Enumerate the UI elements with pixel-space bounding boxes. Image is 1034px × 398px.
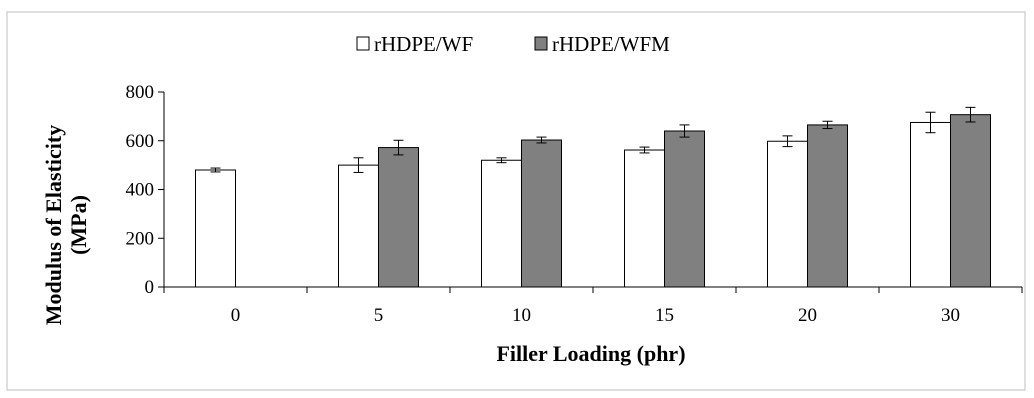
- legend-label-rhdpe-wfm: rHDPE/WFM: [552, 32, 670, 56]
- chart-border: [6, 11, 1026, 391]
- bar-rhdpe-wf: [624, 149, 665, 288]
- bar-rhdpe-wf: [767, 140, 808, 288]
- x-tick-label: 0: [231, 305, 241, 326]
- x-tick-label: 15: [655, 305, 674, 326]
- x-tick-label: 10: [512, 305, 531, 326]
- y-axis-title-line-1: Modulus of Elasticity: [41, 125, 66, 325]
- legend-swatch-rhdpe-wf: [356, 36, 370, 51]
- x-tick-label: 20: [798, 305, 817, 326]
- y-tick-label: 800: [126, 82, 155, 103]
- bar-rhdpe-wf: [338, 164, 379, 288]
- x-tick-label: 30: [941, 305, 960, 326]
- bar-rhdpe-wf: [910, 121, 951, 288]
- bar-rhdpe-wfm: [378, 147, 419, 288]
- y-tick-label: 200: [126, 228, 155, 249]
- plot-area: 0 200 400 600 800 0 5 10 15 20 30: [126, 82, 1023, 326]
- bar-rhdpe-wfm: [807, 124, 848, 288]
- y-axis-title-line-2: (MPa): [66, 195, 91, 255]
- legend-swatch-rhdpe-wfm: [534, 36, 548, 51]
- y-tick-label: 400: [126, 180, 155, 201]
- bar-rhdpe-wfm: [521, 139, 562, 288]
- x-axis-title: Filler Loading (phr): [496, 341, 685, 366]
- bar-rhdpe-wfm: [950, 114, 991, 288]
- y-tick-label: 600: [126, 131, 155, 152]
- legend-label-rhdpe-wf: rHDPE/WF: [374, 32, 473, 56]
- bar-rhdpe-wf: [195, 169, 236, 288]
- bar-rhdpe-wfm: [664, 130, 705, 288]
- bar-rhdpe-wf: [481, 159, 522, 288]
- y-tick-label: 0: [145, 277, 155, 298]
- legend: rHDPE/WF rHDPE/WFM: [356, 32, 670, 56]
- x-tick-label: 5: [374, 305, 384, 326]
